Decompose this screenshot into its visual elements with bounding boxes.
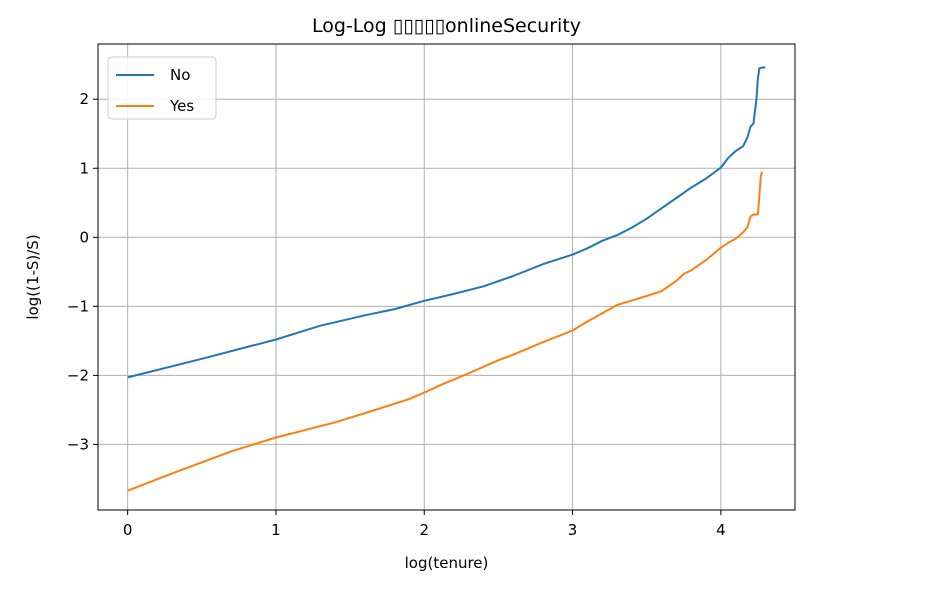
legend-label: Yes <box>169 97 194 115</box>
series-layer <box>127 66 766 492</box>
y-tick-label: −3 <box>67 435 89 453</box>
y-tick-label: −1 <box>67 297 89 315</box>
x-tick-label: 1 <box>271 521 281 539</box>
x-tick-label: 0 <box>123 521 133 539</box>
y-axis-label: log((1-S)/S) <box>24 234 42 319</box>
axis-ticks: 0 1 2 3 4 −3 −2 −1 0 1 2 <box>67 90 726 539</box>
x-axis-label: log(tenure) <box>405 554 489 572</box>
series-line-yes <box>127 171 764 492</box>
series-line-no <box>127 66 766 379</box>
legend-label: No <box>170 66 190 84</box>
chart-title: Log-Log ▯▯▯▯▯onlineSecurity <box>312 15 581 37</box>
y-tick-label: 0 <box>79 228 89 246</box>
y-tick-label: −2 <box>67 366 89 384</box>
x-tick-label: 2 <box>419 521 429 539</box>
x-tick-label: 4 <box>716 521 726 539</box>
legend: No Yes <box>107 56 217 120</box>
plot-frame <box>97 43 796 511</box>
x-tick-label: 3 <box>568 521 578 539</box>
legend-box <box>107 56 217 120</box>
y-tick-label: 1 <box>79 159 89 177</box>
y-tick-label: 2 <box>79 90 89 108</box>
